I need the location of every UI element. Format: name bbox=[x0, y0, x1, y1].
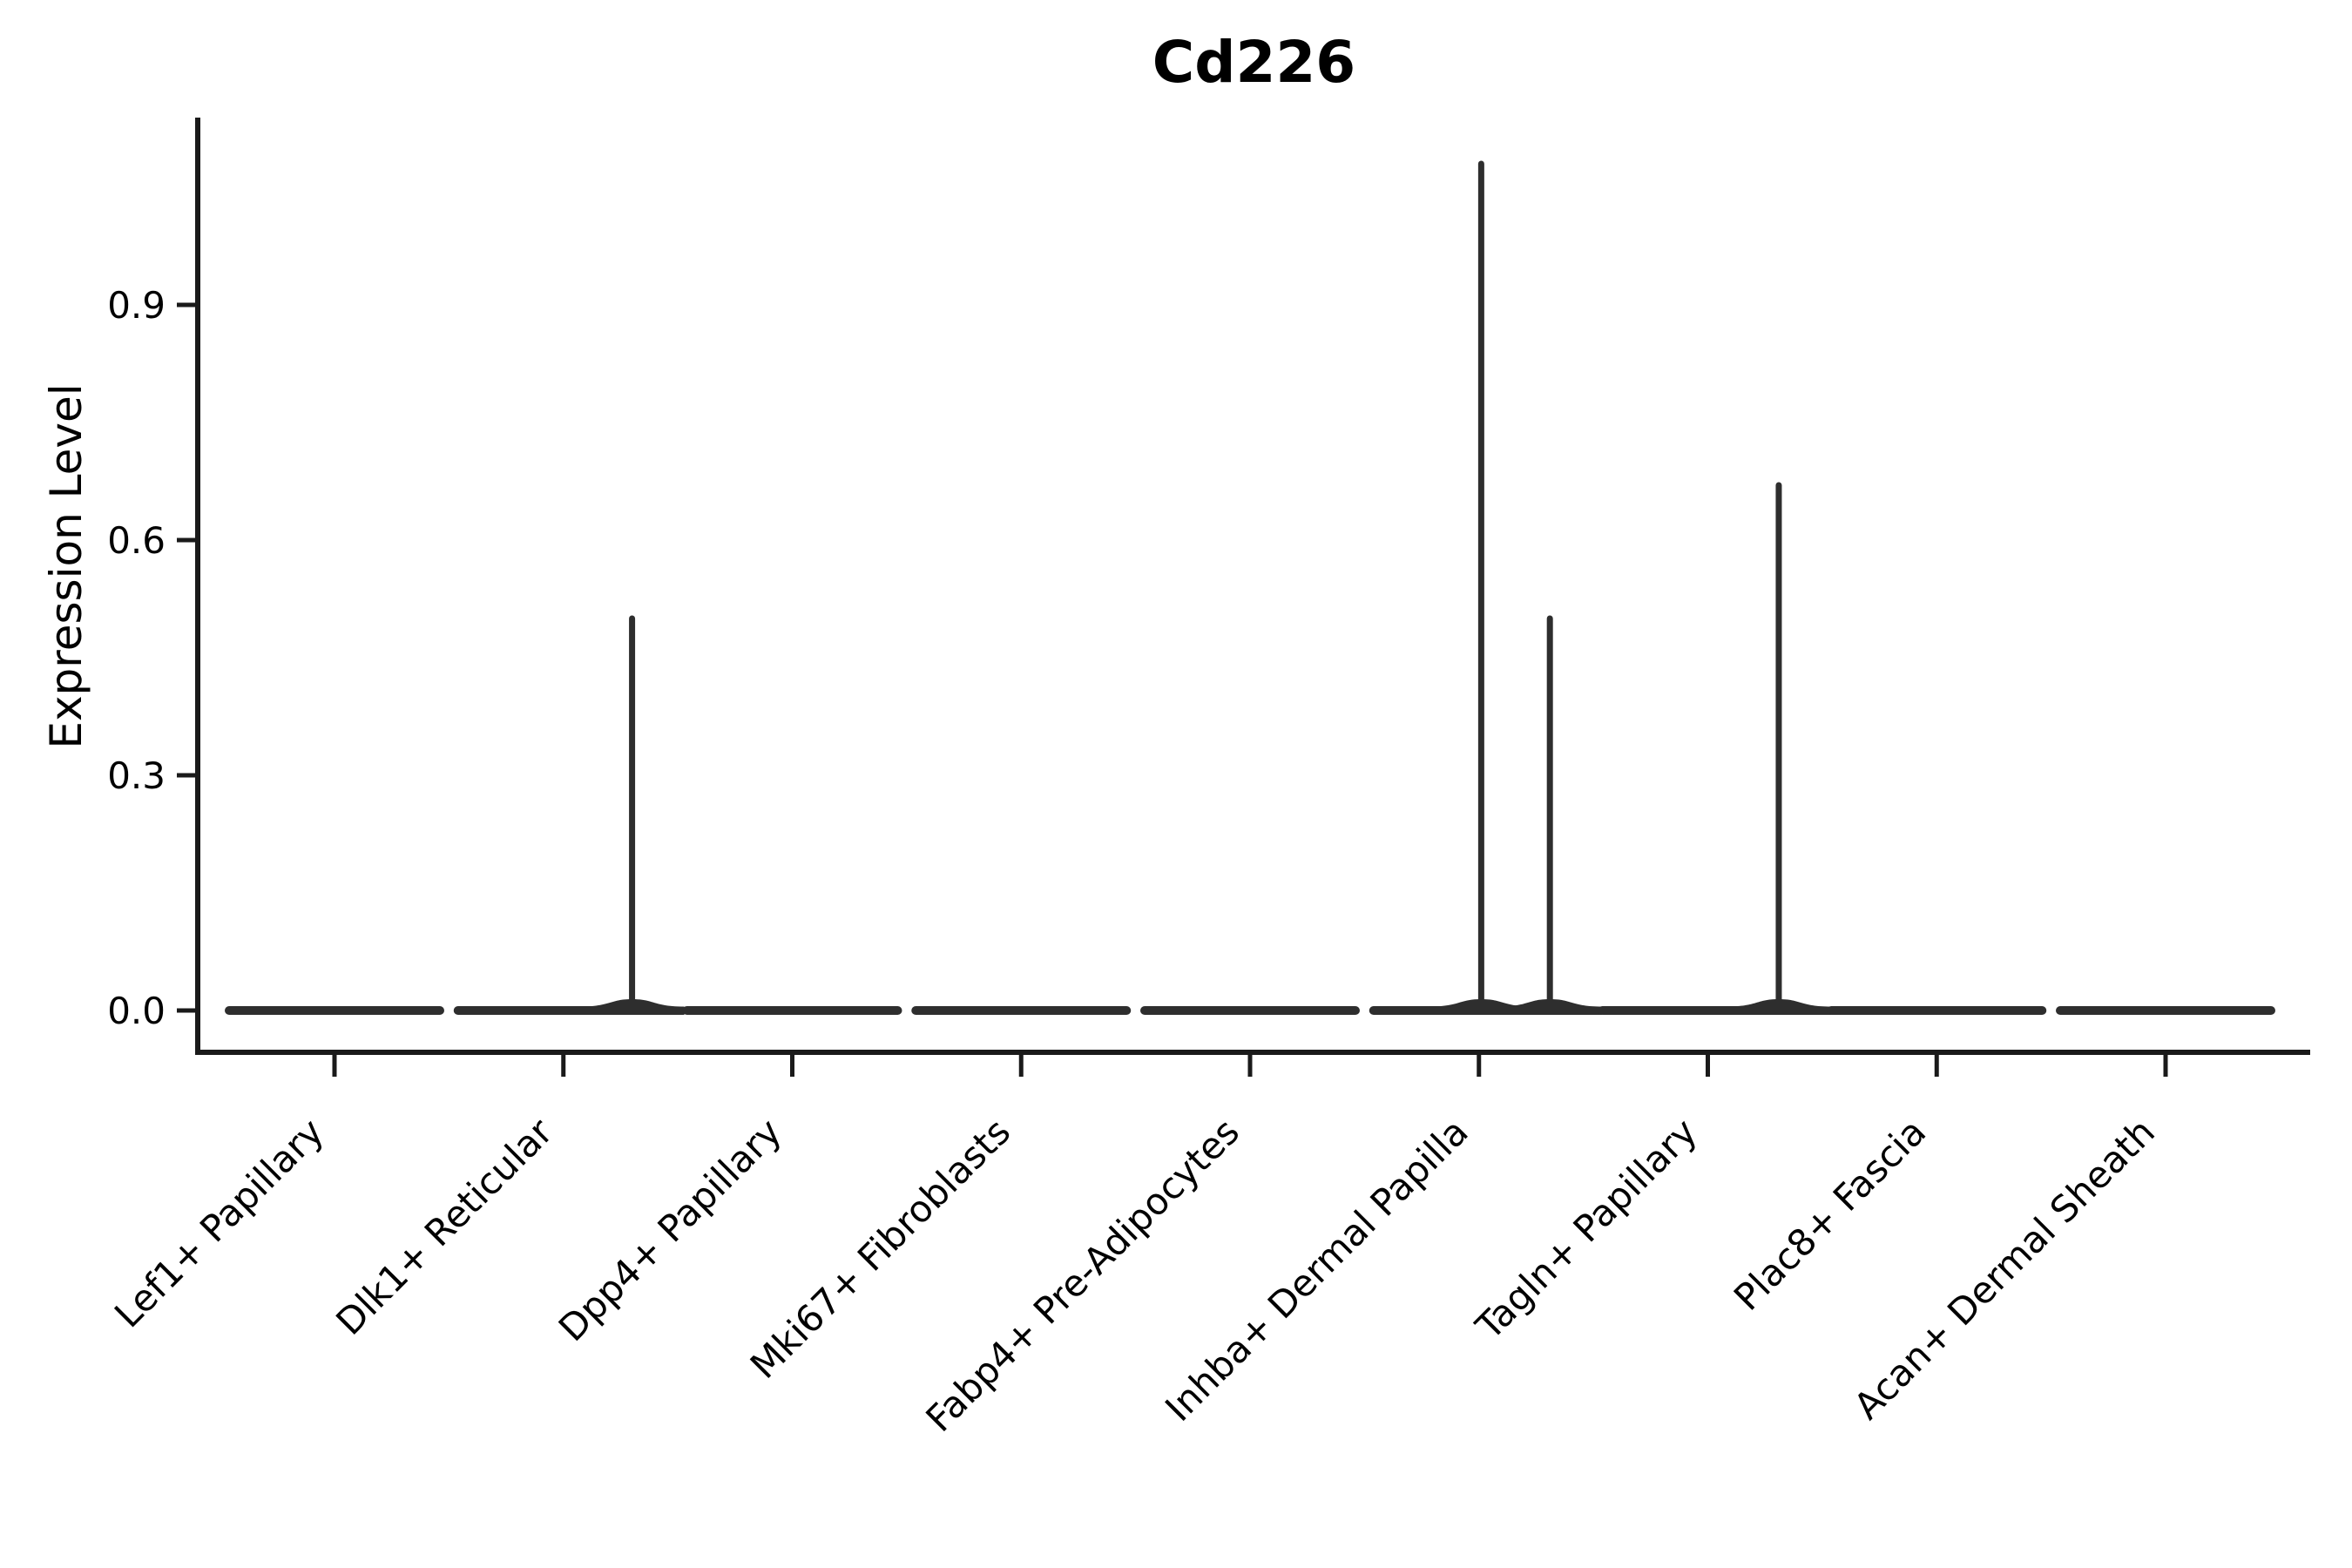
x-tick-label: Dpp4+ Papillary bbox=[551, 1110, 790, 1349]
y-tick-label: 0.0 bbox=[107, 990, 166, 1032]
y-tick-label: 0.9 bbox=[107, 284, 166, 327]
x-tick-label: Plac8+ Fascia bbox=[1726, 1110, 1934, 1318]
y-tick-label: 0.3 bbox=[107, 754, 166, 797]
x-tick-label: Lef1+ Papillary bbox=[106, 1110, 332, 1335]
x-tick-label: Mki67+ Fibroblasts bbox=[742, 1110, 1018, 1386]
plot-title: Cd226 bbox=[1152, 29, 1356, 96]
x-tick-label: Dlk1+ Reticular bbox=[328, 1110, 561, 1343]
y-tick-label: 0.6 bbox=[107, 519, 166, 562]
x-tick-label: Tagln+ Papillary bbox=[1467, 1110, 1705, 1348]
